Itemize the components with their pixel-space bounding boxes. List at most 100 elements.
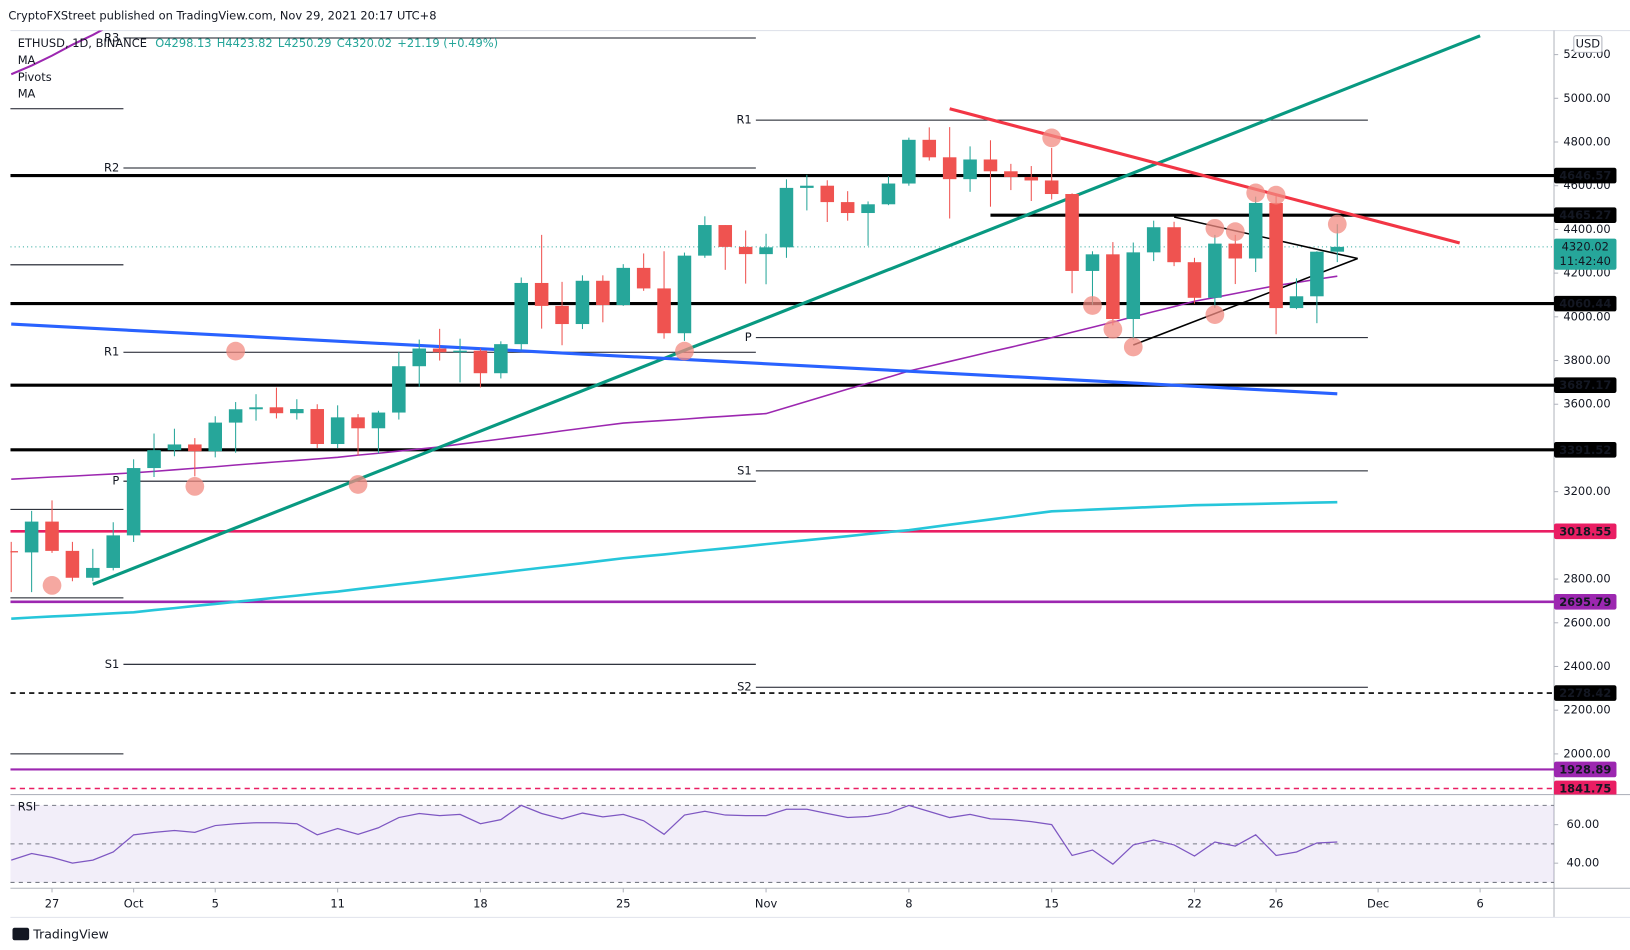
price-axis-labels: 4646.57 4465.27 4060.44 3687.17 3391.52 3018.…: [1554, 167, 1617, 795]
y-tick-label: 2400.00: [1563, 659, 1610, 673]
moving-average: [11, 500, 1338, 620]
legend-value: C4320.02: [337, 36, 392, 50]
candle-body: [1248, 202, 1263, 259]
candle-body: [820, 185, 835, 203]
candle-body: [208, 422, 222, 452]
level-label: 2278.42: [1559, 686, 1611, 700]
candle-body: [1106, 254, 1120, 320]
trendline: [949, 107, 1461, 245]
x-tick-label: 5: [212, 896, 219, 910]
y-tick-label: 4000.00: [1563, 309, 1610, 323]
level-box: [1554, 167, 1617, 184]
marker: [1246, 183, 1266, 203]
candle-body: [534, 282, 549, 306]
candle-body: [432, 348, 447, 353]
marker: [1225, 222, 1245, 241]
candle-body: [494, 344, 508, 374]
candle-body: [453, 350, 467, 353]
x-tick-label: 18: [473, 896, 488, 910]
level-box: [1554, 761, 1617, 778]
marker: [226, 341, 245, 361]
last-price-box: [1554, 238, 1617, 270]
candle-body: [983, 159, 998, 172]
candle-body: [269, 407, 284, 414]
marker: [42, 576, 62, 595]
x-tick-label: 6: [1476, 896, 1483, 910]
candle-body: [473, 350, 488, 374]
candle-body: [1228, 243, 1243, 259]
level-label: 3018.55: [1559, 524, 1611, 538]
overlay: ETHUSD, 1D, BINANCE O4298.13 H4423.82 L4250…: [12, 35, 1603, 942]
indicator-name: Pivots: [18, 70, 52, 84]
marker: [185, 477, 205, 496]
pivot-label: S2: [737, 680, 752, 694]
y-tick-label: 3800.00: [1563, 353, 1610, 367]
candle-body: [1146, 227, 1161, 253]
candle-body: [167, 444, 182, 451]
candle-body: [228, 409, 243, 423]
candle-body: [840, 202, 855, 214]
candle-body: [881, 183, 896, 205]
x-tick-label: 22: [1187, 896, 1202, 910]
level-box: [1554, 523, 1617, 540]
candle-body: [1004, 171, 1018, 177]
x-tick-label: Oct: [124, 896, 144, 910]
candle-body: [1289, 296, 1304, 309]
marker: [1123, 337, 1143, 357]
candle-body: [677, 255, 692, 334]
rsi-tick-label: 60.00: [1567, 817, 1600, 831]
candle-body: [718, 225, 733, 247]
candle-body: [1310, 251, 1324, 297]
x-tick-label: 8: [905, 896, 912, 910]
legend-value: +21.19 (+0.49%): [397, 36, 498, 50]
trendline: [92, 34, 1481, 586]
x-tick-label: 27: [45, 896, 60, 910]
main-pane: R3 R2 R1 P S1 R1 P S1 S2: [10, 30, 1555, 790]
y-tick-label: 2000.00: [1563, 746, 1610, 760]
candle-body: [636, 267, 651, 289]
candle-body: [698, 225, 712, 256]
currency-box: [1573, 35, 1603, 53]
candle-body: [86, 567, 100, 578]
pivot-label: R1: [104, 345, 119, 359]
trendline: [1173, 216, 1358, 260]
last-price-label: 4320.02: [1562, 239, 1609, 253]
candle-body: [371, 412, 386, 429]
level-box: [1554, 685, 1617, 701]
marker: [1103, 319, 1123, 339]
moving-average: [10, 30, 104, 76]
pivot-label: R3: [104, 30, 119, 44]
candle-body: [310, 409, 325, 445]
level-box: [1554, 780, 1617, 795]
candle-body: [412, 348, 427, 367]
candle-body: [249, 407, 263, 410]
logo-icon: [12, 927, 30, 941]
symbol: ETHUSD, 1D, BINANCE: [18, 36, 147, 50]
indicator-name: MA: [18, 87, 36, 101]
candle-body: [616, 267, 631, 306]
pivot-label: S1: [105, 657, 120, 671]
y-tick-label: 3600.00: [1563, 397, 1610, 411]
candle-body: [800, 185, 814, 188]
candle-body: [24, 521, 39, 553]
candle-body: [555, 305, 569, 325]
rsi-pane: [10, 804, 1555, 883]
candle-body: [596, 280, 610, 306]
candle-body: [902, 139, 916, 184]
level-label: 1928.89: [1559, 762, 1611, 776]
candle-body: [392, 366, 406, 413]
indicator-name: MA: [18, 53, 36, 67]
currency: USD: [1576, 37, 1601, 51]
trendline: [11, 322, 1338, 396]
candle-body: [147, 450, 161, 469]
x-tick-label: 26: [1269, 896, 1284, 910]
level-label: 2695.79: [1559, 595, 1611, 609]
pivot-label: R2: [104, 161, 119, 175]
level-box: [1554, 594, 1617, 610]
level-label: 3687.17: [1559, 378, 1611, 392]
level-label: 4646.57: [1559, 169, 1611, 183]
pivot-label: R1: [736, 113, 751, 127]
marker: [348, 475, 368, 494]
candle-body: [657, 288, 671, 334]
